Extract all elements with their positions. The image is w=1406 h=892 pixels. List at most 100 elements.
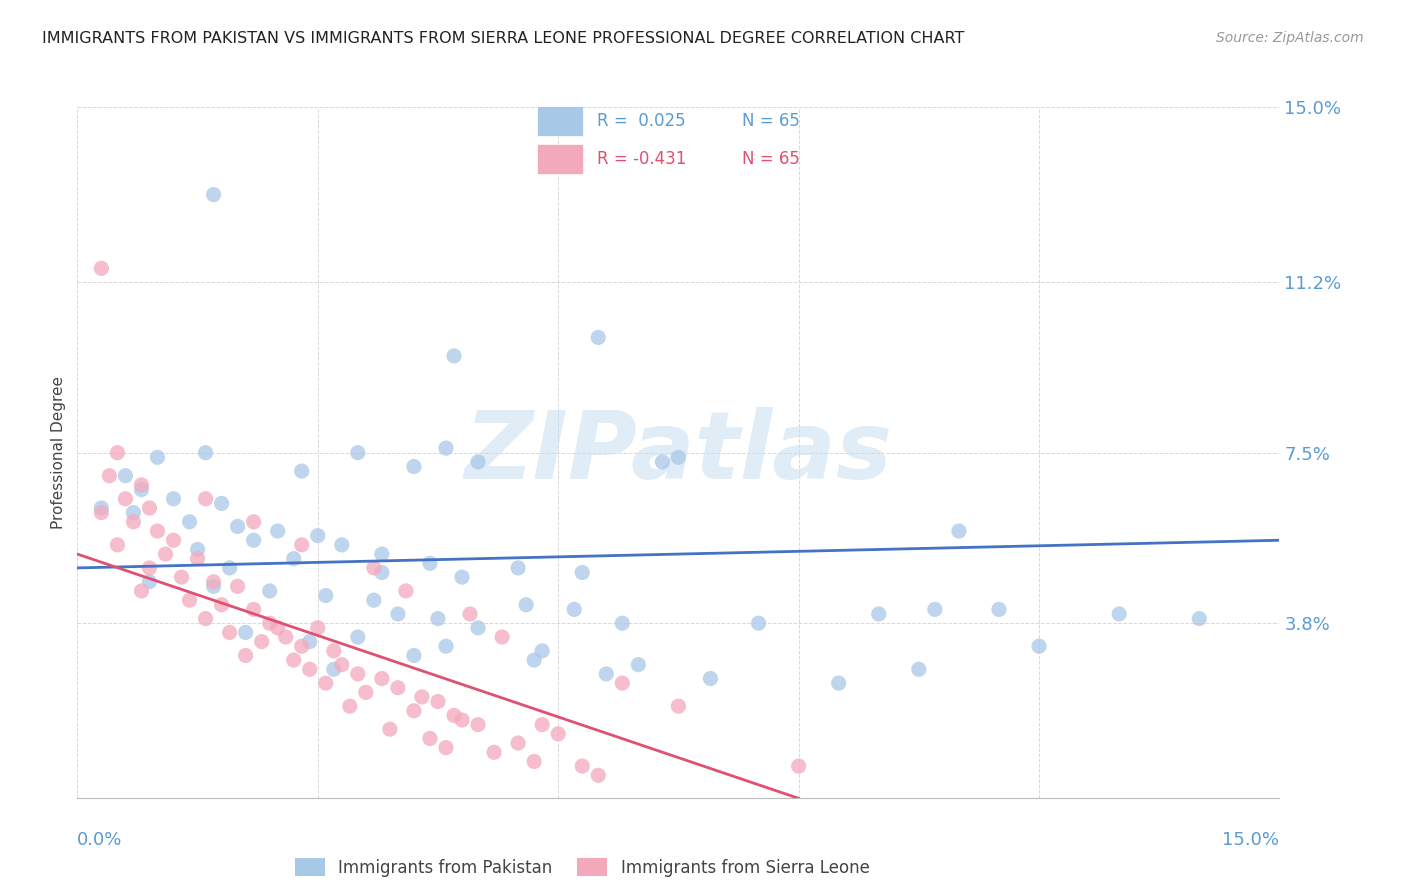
Point: [267, 621, 290, 635]
Point: [98, 468, 121, 483]
Point: [202, 579, 225, 593]
Point: [588, 768, 610, 782]
Point: [330, 657, 353, 672]
Point: [107, 538, 129, 552]
Point: [90, 506, 112, 520]
Point: [226, 519, 249, 533]
Point: [315, 676, 337, 690]
Point: [523, 653, 546, 667]
Point: [668, 699, 690, 714]
Point: [748, 616, 770, 631]
Point: [242, 515, 264, 529]
Y-axis label: Professional Degree: Professional Degree: [51, 376, 66, 529]
Point: [443, 708, 465, 723]
Point: [330, 538, 353, 552]
Point: [924, 602, 946, 616]
Point: [1188, 612, 1211, 626]
Point: [267, 524, 290, 538]
Point: [122, 515, 145, 529]
Point: [90, 261, 112, 276]
Text: 15.0%: 15.0%: [1222, 831, 1279, 849]
Point: [131, 478, 153, 492]
Point: [467, 455, 489, 469]
Point: [298, 662, 321, 676]
Point: [107, 445, 129, 460]
Point: [347, 667, 370, 681]
Point: [595, 667, 617, 681]
Point: [218, 625, 240, 640]
Point: [211, 496, 233, 510]
Point: [363, 561, 385, 575]
Point: [612, 616, 634, 631]
Point: [523, 755, 546, 769]
Point: [948, 524, 970, 538]
Point: [571, 566, 593, 580]
Point: [186, 551, 209, 566]
Point: [868, 607, 890, 621]
Point: [402, 704, 425, 718]
Point: [90, 501, 112, 516]
Point: [427, 694, 450, 708]
Point: [155, 547, 177, 561]
Point: [194, 445, 217, 460]
Point: [467, 621, 489, 635]
Point: [354, 685, 377, 699]
Point: [434, 441, 457, 455]
Point: [315, 589, 337, 603]
Point: [122, 506, 145, 520]
Point: [259, 616, 281, 631]
Point: [242, 602, 264, 616]
Point: [291, 538, 314, 552]
FancyBboxPatch shape: [537, 106, 583, 136]
Point: [138, 574, 160, 589]
Point: [291, 639, 314, 653]
Point: [347, 630, 370, 644]
Point: [307, 528, 329, 542]
Point: [531, 644, 554, 658]
Point: [451, 570, 474, 584]
Point: [339, 699, 361, 714]
Point: [908, 662, 931, 676]
Point: [211, 598, 233, 612]
Point: [146, 450, 169, 465]
Point: [419, 557, 441, 571]
Point: [588, 330, 610, 344]
Point: [186, 542, 209, 557]
Legend: Immigrants from Pakistan, Immigrants from Sierra Leone: Immigrants from Pakistan, Immigrants fro…: [288, 852, 876, 883]
Point: [387, 607, 409, 621]
Point: [627, 657, 650, 672]
Point: [179, 593, 201, 607]
Point: [427, 612, 450, 626]
Point: [162, 491, 184, 506]
Point: [371, 547, 394, 561]
Point: [482, 745, 505, 759]
Point: [699, 672, 721, 686]
Point: [235, 648, 257, 663]
Point: [283, 653, 305, 667]
Point: [162, 533, 184, 548]
Point: [491, 630, 513, 644]
Text: IMMIGRANTS FROM PAKISTAN VS IMMIGRANTS FROM SIERRA LEONE PROFESSIONAL DEGREE COR: IMMIGRANTS FROM PAKISTAN VS IMMIGRANTS F…: [42, 31, 965, 46]
Point: [170, 570, 193, 584]
Point: [378, 723, 401, 737]
Point: [651, 455, 673, 469]
Point: [458, 607, 481, 621]
Point: [402, 648, 425, 663]
Point: [194, 612, 217, 626]
Point: [668, 450, 690, 465]
Point: [274, 630, 297, 644]
Point: [235, 625, 257, 640]
Point: [467, 717, 489, 731]
Text: R = -0.431: R = -0.431: [596, 150, 686, 168]
Point: [571, 759, 593, 773]
Point: [347, 445, 370, 460]
Point: [562, 602, 585, 616]
Point: [138, 561, 160, 575]
Point: [411, 690, 433, 704]
Point: [322, 662, 344, 676]
Point: [291, 464, 314, 478]
Point: [242, 533, 264, 548]
Point: [371, 566, 394, 580]
Point: [612, 676, 634, 690]
Point: [1028, 639, 1050, 653]
